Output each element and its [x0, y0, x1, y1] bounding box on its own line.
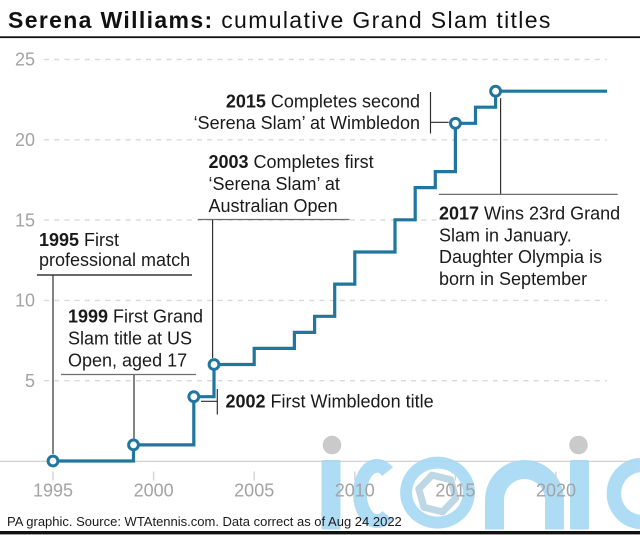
svg-text:1995 First: 1995 First [39, 230, 119, 250]
svg-text:Open, aged 17: Open, aged 17 [68, 351, 187, 371]
svg-text:Slam title at US: Slam title at US [68, 329, 192, 349]
svg-text:5: 5 [25, 371, 35, 391]
svg-text:Serena Williams: cumulative Gr: Serena Williams: cumulative Grand Slam t… [8, 7, 552, 33]
svg-text:‘Serena Slam’ at Wimbledon: ‘Serena Slam’ at Wimbledon [194, 113, 420, 133]
svg-text:2015: 2015 [435, 481, 475, 501]
svg-text:15: 15 [15, 210, 35, 230]
svg-text:‘Serena Slam’ at: ‘Serena Slam’ at [209, 174, 340, 194]
svg-text:2003 Completes first: 2003 Completes first [209, 152, 374, 172]
svg-text:2000: 2000 [134, 481, 174, 501]
svg-text:2020: 2020 [536, 481, 576, 501]
svg-text:Australian Open: Australian Open [209, 196, 338, 216]
svg-text:10: 10 [15, 291, 35, 311]
svg-text:PA graphic. Source: WTAtennis.: PA graphic. Source: WTAtennis.com. Data … [7, 514, 402, 529]
svg-text:2015 Completes second: 2015 Completes second [226, 92, 420, 112]
svg-text:Daughter Olympia is: Daughter Olympia is [439, 247, 602, 267]
svg-text:25: 25 [15, 50, 35, 70]
svg-text:professional match: professional match [39, 250, 190, 270]
svg-text:Slam in January.: Slam in January. [439, 225, 572, 245]
svg-text:2010: 2010 [335, 481, 375, 501]
svg-text:1999 First Grand: 1999 First Grand [68, 307, 203, 327]
svg-text:2017 Wins 23rd Grand: 2017 Wins 23rd Grand [439, 204, 620, 224]
svg-text:2002 First Wimbledon title: 2002 First Wimbledon title [226, 392, 434, 412]
svg-text:2005: 2005 [234, 481, 274, 501]
svg-text:20: 20 [15, 130, 35, 150]
svg-text:1995: 1995 [33, 481, 73, 501]
svg-text:born in September: born in September [439, 269, 587, 289]
